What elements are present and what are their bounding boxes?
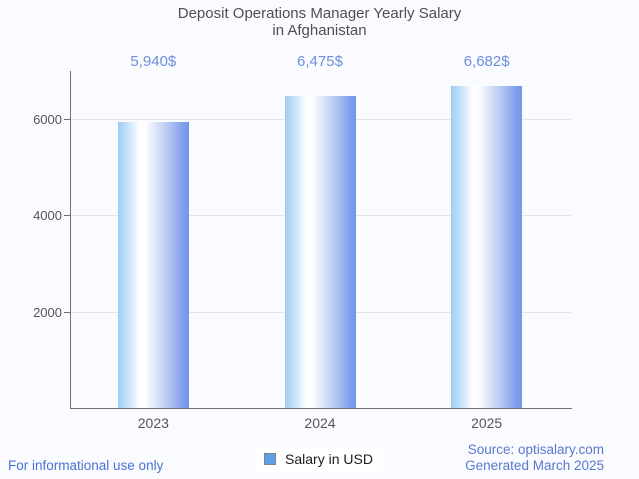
bar-2023 [117, 122, 189, 408]
y-axis-line [70, 71, 71, 409]
legend-label: Salary in USD [285, 451, 373, 467]
bar-value-label-2023: 5,940$ [130, 53, 177, 70]
chart-legend: Salary in USD [0, 447, 639, 472]
x-axis-label-2024: 2024 [304, 415, 336, 431]
chart-title-line-2: in Afghanistan [272, 22, 367, 39]
chart-title-line-1: Deposit Operations Manager Yearly Salary [177, 5, 462, 22]
source-attribution: Source: optisalary.com Generated March 2… [465, 442, 604, 474]
y-axis-tick-2000 [64, 311, 70, 313]
bar-value-label-2025: 6,682$ [463, 53, 510, 70]
legend-swatch-icon [264, 453, 277, 465]
x-axis-line [70, 408, 572, 409]
source-text: Source: optisalary.com [467, 442, 604, 457]
x-axis-label-2023: 2023 [137, 415, 169, 431]
generated-date-text: Generated March 2025 [465, 458, 604, 473]
legend-entry: Salary in USD [256, 447, 383, 472]
bar-2025 [451, 86, 523, 408]
y-axis-label-4000: 4000 [33, 208, 62, 224]
y-axis-tick-4000 [64, 215, 70, 217]
y-axis-tick-6000 [64, 119, 70, 121]
y-axis-label-2000: 2000 [33, 304, 62, 320]
chart-title: Deposit Operations Manager Yearly Salary… [0, 5, 639, 39]
y-axis-label-6000: 6000 [33, 112, 62, 128]
bar-value-label-2024: 6,475$ [297, 53, 343, 70]
bar-2024 [284, 96, 356, 408]
x-axis-label-2025: 2025 [471, 415, 503, 431]
disclaimer-text: For informational use only [8, 458, 164, 473]
